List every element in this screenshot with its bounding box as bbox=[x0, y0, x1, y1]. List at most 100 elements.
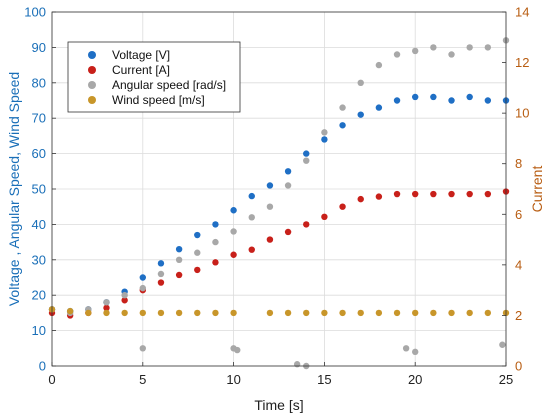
legend-marker bbox=[88, 81, 96, 89]
data-point bbox=[266, 309, 274, 317]
data-point bbox=[339, 104, 346, 111]
data-point bbox=[393, 97, 401, 104]
x-tick-label: 15 bbox=[317, 372, 331, 387]
data-point bbox=[139, 274, 146, 281]
data-point bbox=[339, 309, 346, 317]
data-point bbox=[284, 182, 292, 189]
data-point bbox=[248, 246, 255, 253]
data-point bbox=[430, 190, 437, 198]
y-axis-right-ticks: 0 2 4 6 8 10 12 14 bbox=[502, 5, 529, 374]
data-point bbox=[321, 309, 328, 317]
data-point bbox=[321, 129, 328, 136]
data-point bbox=[375, 104, 383, 111]
x-axis-ticks: 0 5 10 15 20 25 bbox=[48, 362, 513, 387]
data-point bbox=[284, 168, 292, 175]
data-point bbox=[321, 213, 328, 221]
data-point bbox=[499, 341, 506, 348]
y-axis-left-label: Voltage , Angular Speed, Wind Speed bbox=[6, 72, 22, 306]
legend-marker bbox=[88, 96, 96, 104]
data-point bbox=[234, 346, 241, 354]
y-left-tick-label: 40 bbox=[32, 217, 46, 232]
data-point bbox=[175, 245, 183, 253]
data-point bbox=[230, 309, 237, 317]
data-point bbox=[430, 44, 437, 51]
data-point bbox=[357, 111, 364, 118]
data-point bbox=[402, 345, 410, 352]
data-point bbox=[139, 345, 146, 352]
data-point bbox=[448, 190, 455, 198]
data-point bbox=[393, 309, 401, 317]
data-point bbox=[266, 182, 274, 189]
data-point bbox=[266, 203, 274, 210]
data-point bbox=[212, 238, 219, 246]
y-right-tick-label: 2 bbox=[515, 308, 522, 323]
data-point bbox=[357, 195, 364, 203]
data-point bbox=[103, 309, 110, 317]
data-point bbox=[248, 192, 255, 200]
legend: Voltage [V]Current [A]Angular speed [rad… bbox=[67, 41, 241, 113]
data-points bbox=[48, 37, 510, 370]
data-point bbox=[484, 309, 492, 317]
y-right-tick-label: 0 bbox=[515, 359, 522, 374]
data-point bbox=[466, 93, 473, 101]
data-point bbox=[194, 231, 201, 239]
x-tick-label: 0 bbox=[48, 372, 55, 387]
data-point bbox=[157, 260, 165, 267]
y-left-tick-label: 10 bbox=[32, 323, 46, 338]
data-point bbox=[484, 190, 492, 198]
series-0 bbox=[48, 93, 510, 315]
y-axis-left-ticks: 0 10 20 30 40 50 60 70 80 90 100 bbox=[24, 5, 56, 374]
y-left-tick-label: 50 bbox=[32, 182, 46, 197]
data-point bbox=[412, 309, 419, 317]
data-point bbox=[430, 309, 437, 317]
series-2 bbox=[48, 37, 510, 317]
data-point bbox=[121, 292, 128, 299]
data-point bbox=[230, 207, 237, 214]
data-point bbox=[175, 271, 183, 279]
y-right-tick-label: 8 bbox=[515, 156, 522, 171]
data-point bbox=[284, 309, 292, 317]
data-point bbox=[484, 97, 492, 104]
y-right-tick-label: 10 bbox=[515, 106, 529, 121]
data-point bbox=[139, 284, 146, 292]
x-axis-label: Time [s] bbox=[254, 397, 303, 413]
data-point bbox=[139, 309, 146, 317]
data-point bbox=[448, 51, 455, 58]
y-right-tick-label: 4 bbox=[515, 257, 522, 272]
y-right-tick-label: 12 bbox=[515, 55, 529, 70]
y-left-tick-label: 70 bbox=[32, 111, 46, 126]
data-point bbox=[194, 266, 201, 274]
data-point bbox=[412, 348, 419, 356]
series-3 bbox=[48, 306, 510, 317]
data-point bbox=[303, 309, 310, 317]
legend-marker bbox=[88, 51, 96, 59]
data-point bbox=[448, 97, 455, 104]
y-right-tick-label: 6 bbox=[515, 207, 522, 222]
data-point bbox=[157, 270, 165, 278]
data-point bbox=[412, 190, 419, 198]
data-point bbox=[448, 309, 455, 317]
y-left-tick-label: 60 bbox=[32, 146, 46, 161]
data-point bbox=[303, 150, 310, 157]
data-point bbox=[103, 299, 110, 306]
data-point bbox=[375, 61, 383, 69]
data-point bbox=[466, 190, 473, 198]
y-right-tick-label: 14 bbox=[515, 5, 529, 20]
legend-label: Wind speed [m/s] bbox=[112, 93, 205, 107]
data-point bbox=[430, 93, 437, 101]
legend-label: Voltage [V] bbox=[112, 48, 170, 62]
data-point bbox=[212, 309, 219, 317]
data-point bbox=[375, 309, 383, 317]
y-left-tick-label: 0 bbox=[39, 359, 46, 374]
y-axis-right-label: Current bbox=[529, 166, 545, 213]
data-point bbox=[393, 190, 401, 198]
y-left-tick-label: 90 bbox=[32, 40, 46, 55]
legend-box bbox=[67, 41, 241, 113]
data-point bbox=[266, 236, 274, 243]
data-point bbox=[303, 221, 310, 228]
data-point bbox=[466, 309, 473, 317]
data-point bbox=[175, 309, 183, 317]
data-point bbox=[194, 249, 201, 256]
data-point bbox=[303, 157, 310, 164]
data-point bbox=[66, 307, 74, 315]
